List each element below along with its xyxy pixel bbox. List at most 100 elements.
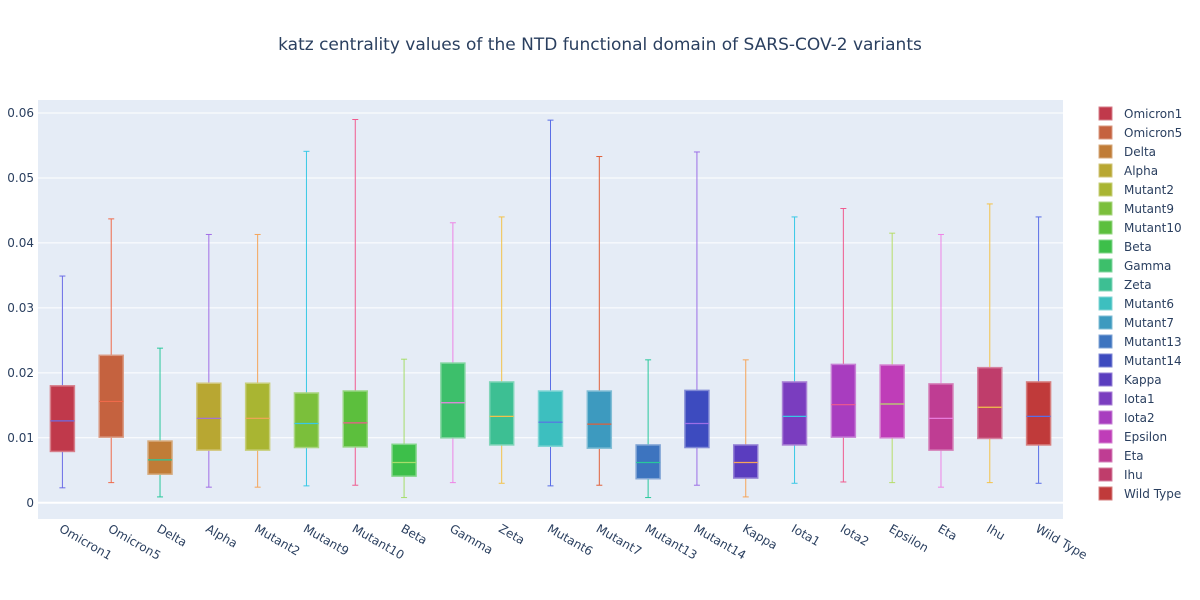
- legend-item: Epsilon: [1098, 429, 1167, 444]
- legend-item: Mutant6: [1098, 296, 1174, 311]
- legend-label: Zeta: [1124, 278, 1152, 292]
- legend-label: Mutant14: [1124, 354, 1182, 368]
- legend-swatch: [1098, 239, 1113, 254]
- legend-label: Ihu: [1124, 468, 1143, 482]
- legend-item: Gamma: [1098, 258, 1171, 273]
- box-mutant7: [586, 156, 613, 486]
- legend-item: Wild Type: [1098, 486, 1181, 501]
- box-iqr: [342, 390, 369, 448]
- box-iqr: [537, 390, 564, 447]
- x-tick-label: Mutant6: [545, 521, 595, 558]
- legend-label: Kappa: [1124, 373, 1162, 387]
- legend-swatch: [1098, 258, 1113, 273]
- x-tick-label: Ihu: [984, 521, 1007, 542]
- box-eta: [928, 233, 954, 488]
- box-gamma: [440, 222, 466, 484]
- legend-swatch: [1098, 182, 1113, 197]
- legend-item: Kappa: [1098, 372, 1162, 387]
- boxes: [49, 118, 1052, 499]
- x-tick-label: Mutant13: [643, 521, 700, 562]
- box-mutant14: [684, 151, 710, 486]
- box-omicron1: [49, 275, 76, 489]
- legend-swatch: [1098, 391, 1113, 406]
- legend-label: Mutant2: [1124, 183, 1174, 197]
- legend-item: Omicron5: [1098, 125, 1182, 140]
- y-axis-ticks: 0 0.01 0.02 0.03 0.04 0.05 0.06: [7, 106, 34, 510]
- legend-label: Alpha: [1124, 164, 1158, 178]
- box-wild-type: [1025, 216, 1052, 484]
- box-iqr: [879, 364, 905, 439]
- legend-swatch: [1098, 448, 1113, 463]
- box-iqr: [147, 440, 173, 475]
- legend-label: Wild Type: [1124, 487, 1181, 501]
- legend-item: Mutant7: [1098, 315, 1174, 330]
- box-iqr: [781, 381, 808, 446]
- legend-item: Omicron1: [1098, 106, 1182, 121]
- box-iqr: [488, 381, 515, 446]
- box-iqr: [49, 385, 76, 453]
- legend-item: Eta: [1098, 448, 1144, 463]
- legend-item: Zeta: [1098, 277, 1152, 292]
- legend-swatch: [1098, 334, 1113, 349]
- legend-swatch: [1098, 163, 1113, 178]
- legend-swatch: [1098, 220, 1113, 235]
- box-iqr: [977, 366, 1003, 440]
- legend-label: Epsilon: [1124, 430, 1167, 444]
- legend-label: Mutant9: [1124, 202, 1174, 216]
- box-kappa: [732, 359, 759, 498]
- y-tick-label: 0.01: [7, 431, 34, 445]
- box-beta: [391, 358, 417, 499]
- x-tick-label: Beta: [399, 521, 430, 547]
- x-tick-label: Eta: [935, 521, 959, 543]
- box-alpha: [196, 233, 222, 488]
- legend-item: Ihu: [1098, 467, 1143, 482]
- legend-item: Alpha: [1098, 163, 1158, 178]
- x-tick-label: Mutant2: [252, 521, 302, 558]
- x-tick-label: Kappa: [740, 521, 780, 552]
- legend-label: Eta: [1124, 449, 1144, 463]
- legend-swatch: [1098, 429, 1113, 444]
- legend-swatch: [1098, 125, 1113, 140]
- x-tick-label: Alpha: [203, 521, 240, 550]
- box-iqr: [732, 444, 759, 479]
- legend-swatch: [1098, 144, 1113, 159]
- x-tick-label: Mutant14: [691, 521, 748, 562]
- x-tick-label: Omicron5: [106, 521, 164, 562]
- legend-item: Mutant9: [1098, 201, 1174, 216]
- x-tick-label: Omicron1: [57, 521, 115, 562]
- x-tick-label: Mutant10: [350, 521, 407, 562]
- x-tick-label: Iota1: [789, 521, 822, 548]
- box-iqr: [244, 382, 271, 451]
- box-epsilon: [879, 232, 905, 484]
- x-tick-label: Mutant9: [301, 521, 351, 558]
- legend-label: Iota2: [1124, 411, 1155, 425]
- box-iqr: [98, 354, 124, 438]
- box-mutant9: [293, 150, 320, 487]
- y-tick-label: 0.04: [7, 236, 34, 250]
- legend-label: Delta: [1124, 145, 1156, 159]
- box-iota1: [781, 216, 808, 484]
- legend-label: Omicron5: [1124, 126, 1182, 140]
- box-iqr: [440, 362, 466, 439]
- legend-item: Beta: [1098, 239, 1152, 254]
- x-tick-label: Zeta: [496, 521, 527, 547]
- legend-label: Iota1: [1124, 392, 1155, 406]
- legend-label: Omicron1: [1124, 107, 1182, 121]
- legend-swatch: [1098, 106, 1113, 121]
- x-tick-label: Epsilon: [887, 521, 931, 555]
- legend-item: Mutant14: [1098, 353, 1182, 368]
- legend-item: Iota2: [1098, 410, 1155, 425]
- y-tick-label: 0: [26, 496, 34, 510]
- legend: Omicron1 Omicron5 Delta Alpha Mutant2 Mutant9…: [1098, 106, 1182, 501]
- y-tick-label: 0.03: [7, 301, 34, 315]
- box-omicron5: [98, 218, 124, 484]
- legend-item: Mutant10: [1098, 220, 1182, 235]
- box-iqr: [928, 383, 954, 451]
- legend-swatch: [1098, 201, 1113, 216]
- legend-item: Mutant13: [1098, 334, 1182, 349]
- legend-swatch: [1098, 296, 1113, 311]
- box-ihu: [977, 203, 1003, 484]
- legend-swatch: [1098, 353, 1113, 368]
